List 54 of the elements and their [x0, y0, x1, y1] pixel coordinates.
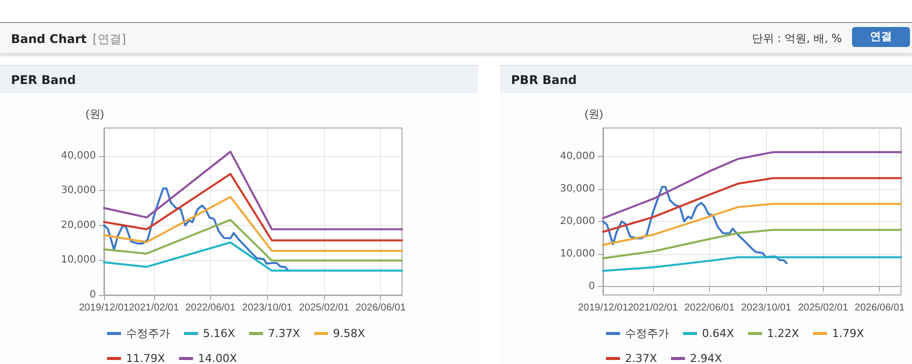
legend-label: 7.37X — [268, 327, 301, 340]
legend-label: 1.22X — [767, 327, 800, 340]
x-tick-label: 2026/06/01 — [854, 302, 906, 314]
y-tick-label: 40,000 — [560, 150, 595, 162]
text: [연결] — [92, 32, 126, 46]
chart-title: PER Band — [0, 65, 478, 93]
legend-label: 14.00X — [198, 352, 238, 364]
x-tick-label: 2022/06/01 — [684, 302, 735, 314]
line-series — [602, 228, 902, 260]
legend-label: 2.37X — [625, 352, 658, 364]
chart-title: PBR Band — [500, 65, 912, 93]
x-tick-label: 2023/10/01 — [741, 302, 792, 314]
y-axis-title: (원) — [86, 108, 104, 120]
legend-label: 11.79X — [126, 352, 166, 364]
y-tick-label: 10,000 — [61, 254, 96, 266]
x-tick-label: 2021/02/01 — [128, 302, 180, 314]
x-tick-label: 2022/06/01 — [185, 302, 236, 314]
line-series — [602, 256, 902, 272]
line-series — [602, 186, 788, 264]
x-tick-label: 2021/02/01 — [628, 302, 678, 314]
y-tick-label: 0 — [588, 281, 595, 292]
legend-label: 0.64X — [702, 327, 734, 340]
x-tick-label: 2025/02/01 — [798, 302, 849, 314]
x-tick-label: 2019/12/01 — [578, 302, 628, 314]
legend-label: 9.58X — [333, 327, 366, 340]
y-tick-label: 30,000 — [560, 183, 595, 194]
y-tick-label: 20,000 — [560, 216, 595, 227]
x-tick-label: 2025/02/01 — [299, 302, 350, 314]
legend-label: 5.16X — [203, 327, 236, 340]
line-series — [103, 241, 403, 272]
line-series — [103, 172, 403, 242]
line-series — [602, 151, 902, 220]
legend-label: 2.94X — [690, 352, 723, 364]
x-tick-label: 2026/06/01 — [356, 302, 406, 314]
text: Band Chart — [11, 32, 87, 46]
line-series — [103, 218, 403, 262]
legend-label: 1.79X — [832, 327, 865, 340]
line-series — [103, 188, 289, 271]
y-tick-label: 30,000 — [61, 185, 96, 196]
line-series — [103, 196, 403, 252]
line-series — [602, 177, 902, 233]
y-tick-label: 0 — [90, 290, 96, 300]
y-tick-label: 40,000 — [61, 150, 96, 162]
x-tick-label: 2023/10/01 — [242, 302, 293, 314]
line-series — [602, 202, 902, 246]
legend-label: 수정주가 — [625, 327, 669, 340]
y-axis-title: (원) — [584, 108, 603, 120]
text: 단위 : 억원, 배, % — [752, 31, 842, 46]
y-tick-label: 10,000 — [560, 248, 595, 260]
line-series — [103, 150, 403, 230]
legend-label: 수정주가 — [126, 327, 170, 340]
y-tick-label: 20,000 — [61, 220, 96, 231]
x-tick-label: 2019/12/01 — [78, 302, 130, 314]
text: 연결 — [852, 27, 910, 47]
